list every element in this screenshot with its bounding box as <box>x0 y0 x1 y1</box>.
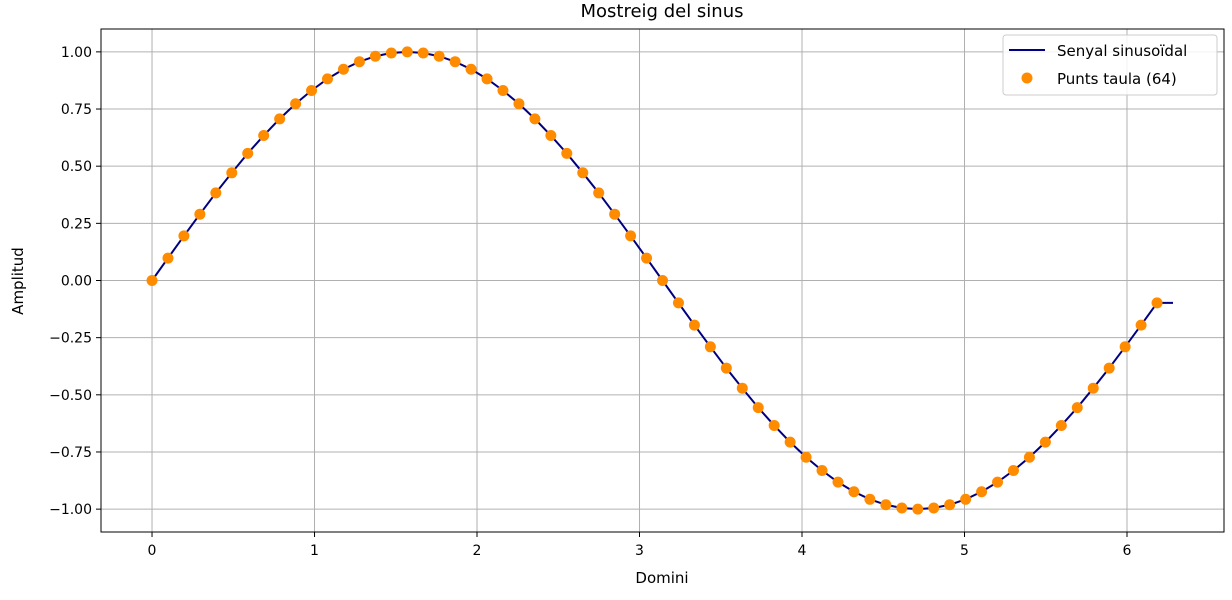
sample-point <box>529 113 541 125</box>
axis-ticks: 0 1 2 3 4 5 6 −1.00 −0.75 −0.50 −0.25 0.00 0.25 0.50 0… <box>49 45 1131 559</box>
sample-point <box>481 73 493 85</box>
sample-point <box>1119 341 1131 353</box>
sample-point <box>768 419 780 431</box>
x-tick-label: 5 <box>960 543 969 559</box>
sample-point <box>577 167 589 179</box>
x-tick-label: 2 <box>473 543 482 559</box>
sample-point <box>593 187 605 199</box>
sample-point <box>210 187 222 199</box>
sample-point <box>752 402 764 414</box>
sample-point <box>992 476 1004 488</box>
y-tick-label: −0.50 <box>49 388 92 404</box>
sample-point <box>258 130 270 142</box>
sample-point <box>864 493 876 505</box>
sample-point <box>672 297 684 309</box>
sample-point <box>194 208 206 220</box>
sample-point <box>353 56 365 68</box>
sample-point <box>800 451 812 463</box>
sample-point <box>832 476 844 488</box>
sample-point <box>1087 382 1099 394</box>
sample-point <box>290 98 302 110</box>
legend-label-scatter: Punts taula (64) <box>1057 70 1177 88</box>
y-tick-label: 0.00 <box>61 274 92 290</box>
sample-point <box>848 486 860 498</box>
sample-point <box>912 503 924 515</box>
x-axis-title: Domini <box>635 569 688 587</box>
sample-point <box>146 275 158 286</box>
sample-point <box>816 465 828 476</box>
grid-lines <box>101 29 1224 532</box>
sample-point <box>704 341 716 353</box>
sample-point <box>369 50 381 62</box>
sample-point <box>322 73 333 85</box>
x-tick-label: 1 <box>310 543 319 559</box>
sample-point <box>784 436 796 448</box>
sample-point <box>1103 362 1115 374</box>
sample-point <box>1039 436 1051 448</box>
sample-point <box>1023 451 1035 463</box>
x-tick-label: 6 <box>1123 543 1132 559</box>
sample-point <box>1055 419 1067 431</box>
sample-point <box>513 98 525 110</box>
x-tick-label: 4 <box>798 543 807 559</box>
sample-point <box>226 167 238 179</box>
y-tick-label: 0.25 <box>61 216 92 232</box>
sample-point <box>449 56 461 68</box>
sample-point <box>497 85 509 96</box>
sample-point <box>242 147 254 159</box>
sample-point <box>561 147 573 159</box>
plot-series <box>146 46 1174 515</box>
sample-point <box>401 46 413 58</box>
sample-point <box>625 230 637 242</box>
x-tick-label: 0 <box>148 543 157 559</box>
sample-point <box>417 47 429 59</box>
y-tick-label: 1.00 <box>61 45 92 61</box>
legend: Senyal sinusoïdal Punts taula (64) <box>1002 34 1218 96</box>
legend-scatter-swatch <box>1021 72 1033 84</box>
sample-point <box>657 275 669 286</box>
sample-point <box>944 499 956 511</box>
sample-point <box>465 63 477 75</box>
sample-point <box>337 63 349 75</box>
sample-point <box>880 499 892 511</box>
sample-point <box>162 252 174 264</box>
sample-point <box>545 130 557 142</box>
sample-point <box>1071 402 1083 414</box>
sample-point <box>928 502 940 514</box>
sample-point <box>385 47 397 59</box>
y-axis-title: Amplitud <box>9 247 27 315</box>
sample-point <box>1007 465 1019 476</box>
sample-point <box>609 208 621 220</box>
y-tick-label: −0.75 <box>49 445 92 461</box>
y-tick-label: −1.00 <box>49 502 92 518</box>
sample-point <box>960 493 972 505</box>
legend-label-line: Senyal sinusoïdal <box>1057 42 1187 60</box>
sample-point <box>306 85 318 96</box>
y-tick-label: 0.75 <box>61 102 92 118</box>
sample-point <box>1135 319 1147 331</box>
chart-title: Mostreig del sinus <box>580 1 743 22</box>
sample-point <box>641 252 653 264</box>
y-tick-label: 0.50 <box>61 159 92 175</box>
y-tick-label: −0.25 <box>49 331 92 347</box>
x-tick-label: 3 <box>635 543 644 559</box>
legend-frame <box>1002 34 1218 96</box>
sample-point <box>1151 297 1163 309</box>
sample-point <box>736 382 748 394</box>
sample-point <box>720 362 732 374</box>
sample-point <box>688 319 700 331</box>
sample-point <box>896 502 908 514</box>
sample-point <box>178 230 190 242</box>
sample-point <box>976 486 988 498</box>
sample-point <box>433 50 445 62</box>
sample-point <box>274 113 286 125</box>
